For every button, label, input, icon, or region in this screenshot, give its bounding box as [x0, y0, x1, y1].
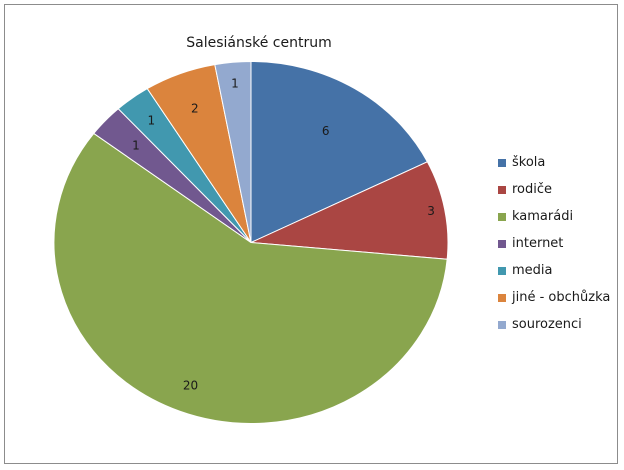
- legend-item-skola: škola: [498, 149, 610, 176]
- legend-item-sourozenci: sourozenci: [498, 311, 610, 338]
- legend-label: kamarádi: [512, 209, 574, 224]
- data-label-rodice: 3: [427, 204, 435, 218]
- legend-label: sourozenci: [512, 317, 582, 332]
- data-label-internet: 1: [132, 139, 140, 153]
- legend-swatch: [498, 212, 506, 221]
- legend-label: škola: [512, 155, 546, 170]
- data-label-media: 1: [147, 114, 155, 128]
- pie-slice-rodice: [249, 161, 449, 260]
- pie-slice-kamaradi: [53, 132, 448, 424]
- legend-label: media: [512, 263, 553, 278]
- legend-swatch: [498, 185, 506, 194]
- pie-slice-sourozenci: [214, 60, 252, 243]
- legend-swatch: [498, 320, 506, 329]
- pie-slices: [53, 60, 449, 424]
- legend-swatch: [498, 158, 506, 167]
- legend: škola rodiče kamarádi internet media jiné - o…: [498, 149, 610, 338]
- legend-label: rodiče: [512, 182, 553, 197]
- chart-title: Salesiánské centrum: [186, 35, 332, 51]
- legend-swatch: [498, 239, 506, 248]
- data-label-skola: 6: [322, 124, 330, 138]
- legend-swatch: [498, 293, 506, 302]
- data-label-sourozenci: 1: [231, 76, 239, 90]
- pie-slice-skola: [250, 60, 429, 244]
- legend-item-rodice: rodiče: [498, 176, 610, 203]
- data-label-jine-obchuzka: 2: [191, 102, 199, 116]
- legend-item-internet: internet: [498, 230, 610, 257]
- legend-label: internet: [512, 236, 564, 251]
- data-label-kamaradi: 20: [183, 379, 198, 393]
- legend-item-kamaradi: kamarádi: [498, 203, 610, 230]
- legend-label: jiné - obchůzka: [512, 290, 611, 305]
- legend-item-jine-obchuzka: jiné - obchůzka: [498, 284, 610, 311]
- legend-swatch: [498, 266, 506, 275]
- legend-item-media: media: [498, 257, 610, 284]
